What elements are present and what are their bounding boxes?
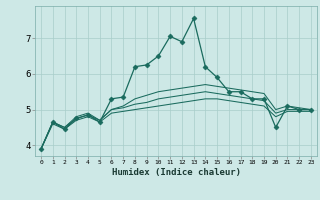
X-axis label: Humidex (Indice chaleur): Humidex (Indice chaleur) xyxy=(111,168,241,177)
